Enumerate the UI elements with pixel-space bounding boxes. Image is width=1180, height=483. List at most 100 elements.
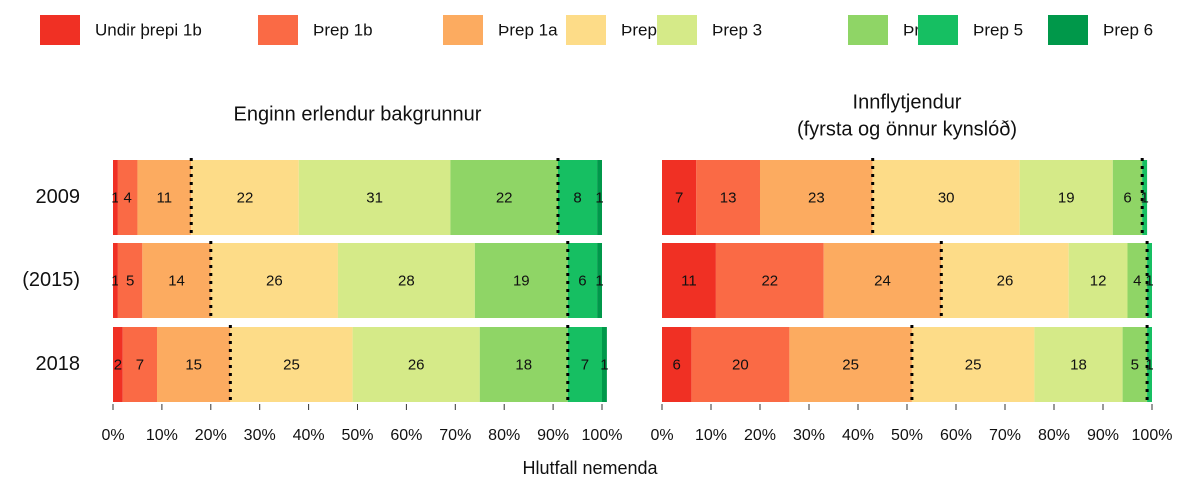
x-axis-label: Hlutfall nemenda: [522, 458, 658, 478]
data-label: 8: [573, 189, 581, 206]
data-label: 28: [398, 272, 415, 289]
bar-segment: [911, 327, 1035, 402]
bar-segment: [696, 160, 760, 235]
data-label: 22: [237, 189, 254, 206]
data-label: 19: [1058, 189, 1075, 206]
bar-segment: [602, 327, 607, 402]
x-tick-label: 70%: [989, 427, 1021, 444]
x-tick-label: 80%: [488, 427, 520, 444]
data-label: 13: [720, 189, 737, 206]
data-label: 4: [123, 189, 131, 206]
x-tick-label: 10%: [695, 427, 727, 444]
data-label: 1: [595, 189, 603, 206]
data-label: 1: [595, 272, 603, 289]
bar-segment: [474, 243, 568, 318]
x-tick-label: 80%: [1038, 427, 1070, 444]
y-tick-label: 2009: [36, 186, 81, 208]
bar-segment: [450, 160, 558, 235]
x-tick-label: 10%: [146, 427, 178, 444]
legend-label: Undir þrepi 1b: [95, 20, 202, 39]
legend-swatch: [40, 15, 80, 45]
data-label: 23: [808, 189, 825, 206]
x-tick-label: 30%: [793, 427, 825, 444]
data-label: 30: [938, 189, 955, 206]
x-tick-label: 30%: [244, 427, 276, 444]
data-label: 18: [515, 356, 532, 373]
data-label: 24: [874, 272, 891, 289]
legend-label: Þrep 5: [973, 20, 1023, 39]
bar-segment: [191, 160, 299, 235]
bar-segment: [113, 243, 118, 318]
legend-label: Þrep 1a: [498, 20, 558, 39]
legend-swatch: [566, 15, 606, 45]
bar-segment: [941, 243, 1069, 318]
bar-segment: [789, 327, 912, 402]
data-label: 18: [1070, 356, 1087, 373]
data-label: 1: [600, 356, 608, 373]
legend-swatch: [1048, 15, 1088, 45]
bar-segment: [113, 327, 123, 402]
bar-segment: [662, 243, 716, 318]
bar-segment: [137, 160, 192, 235]
bar-segment: [1142, 160, 1148, 235]
x-tick-label: 50%: [891, 427, 923, 444]
x-tick-label: 60%: [390, 427, 422, 444]
data-label: 25: [842, 356, 859, 373]
bar-segment: [597, 160, 602, 235]
x-tick-label: 90%: [1087, 427, 1119, 444]
bar-segment: [662, 160, 697, 235]
bar-segment: [117, 243, 143, 318]
data-label: 6: [578, 272, 586, 289]
data-label: 6: [1123, 189, 1131, 206]
data-label: 7: [581, 356, 589, 373]
bar-segment: [117, 160, 138, 235]
legend-swatch: [258, 15, 298, 45]
data-label: 22: [761, 272, 778, 289]
legend-label: Þrep 6: [1103, 20, 1153, 39]
bar-segment: [230, 327, 353, 402]
data-label: 1: [111, 189, 119, 206]
bar-segment: [715, 243, 824, 318]
bar-segment: [1147, 327, 1152, 402]
data-label: 11: [157, 189, 173, 206]
data-label: 26: [266, 272, 283, 289]
bar-segment: [122, 327, 158, 402]
legend-label: Þrep 3: [712, 20, 762, 39]
legend-swatch: [848, 15, 888, 45]
x-tick-label: 50%: [341, 427, 373, 444]
x-tick-label: 40%: [842, 427, 874, 444]
bar-segment: [113, 160, 118, 235]
y-tick-label: (2015): [22, 269, 80, 291]
data-label: 1: [1140, 189, 1148, 206]
data-label: 4: [1133, 272, 1141, 289]
bar-segment: [662, 327, 692, 402]
panel-title: Innflytjendur: [853, 91, 962, 113]
data-label: 31: [366, 189, 383, 206]
bar-segment: [142, 243, 211, 318]
data-label: 20: [732, 356, 749, 373]
bar-segment: [1147, 243, 1152, 318]
bar-segment: [352, 327, 480, 402]
data-label: 1: [1145, 272, 1153, 289]
data-label: 15: [185, 356, 202, 373]
data-label: 26: [408, 356, 425, 373]
y-tick-label: 2018: [36, 353, 81, 375]
x-tick-label: 20%: [744, 427, 776, 444]
data-label: 26: [997, 272, 1014, 289]
bar-segment: [1068, 243, 1128, 318]
x-tick-label: 20%: [195, 427, 227, 444]
panel-title: (fyrsta og önnur kynslóð): [797, 118, 1017, 140]
data-label: 7: [136, 356, 144, 373]
x-tick-label: 40%: [293, 427, 325, 444]
data-label: 1: [111, 272, 119, 289]
bar-segment: [823, 243, 942, 318]
x-tick-label: 100%: [1132, 427, 1173, 444]
legend-label: Þrep 1b: [313, 20, 373, 39]
bar-segment: [760, 160, 873, 235]
x-tick-label: 0%: [101, 427, 124, 444]
bar-segment: [1112, 160, 1143, 235]
bar-segment: [479, 327, 568, 402]
data-label: 19: [513, 272, 530, 289]
bar-segment: [337, 243, 475, 318]
